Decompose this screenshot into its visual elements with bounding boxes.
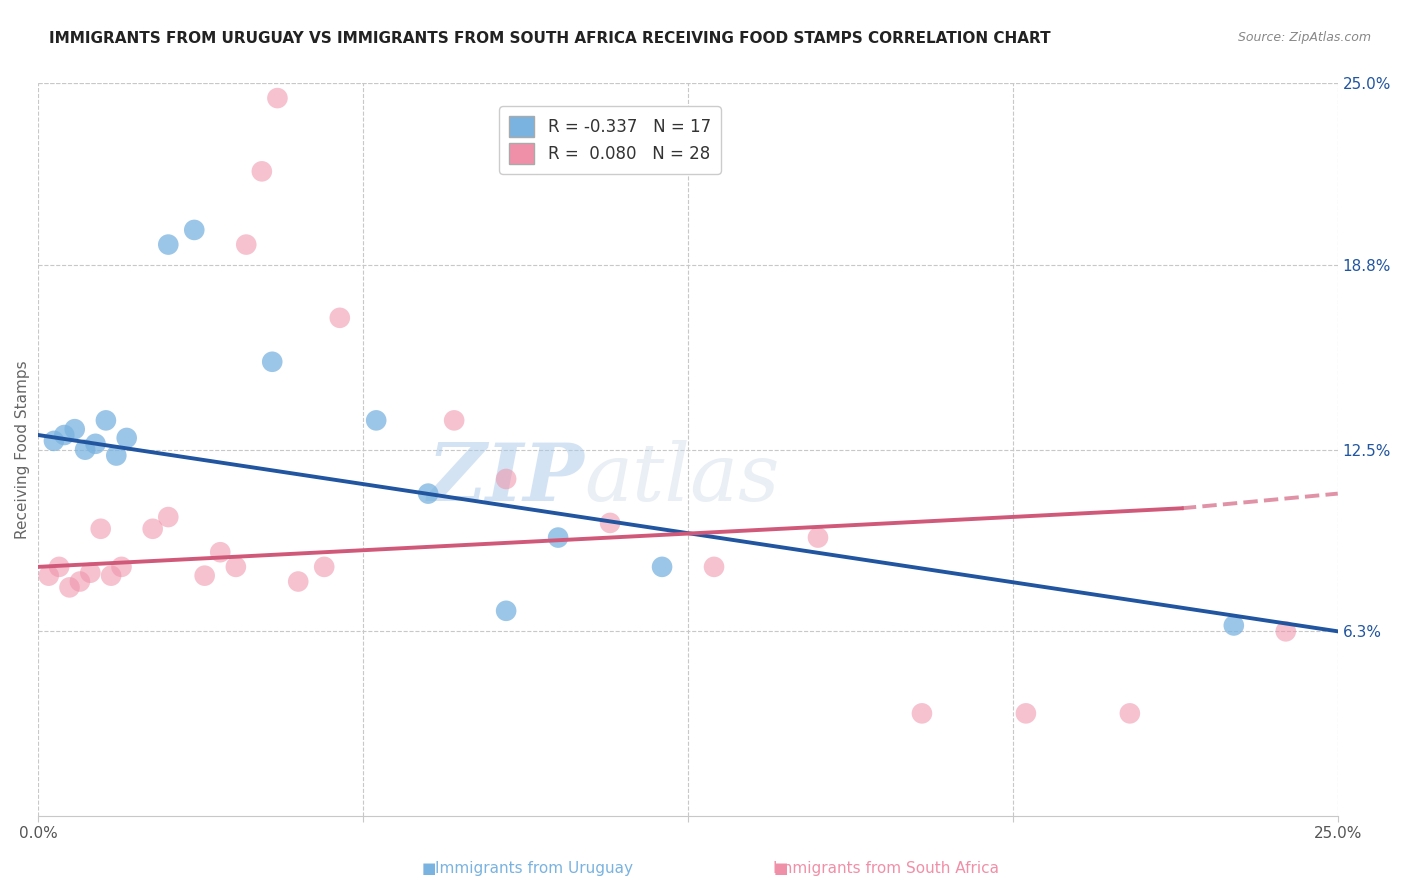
Y-axis label: Receiving Food Stamps: Receiving Food Stamps	[15, 360, 30, 539]
Text: ■: ■	[422, 861, 436, 876]
Point	[90, 522, 112, 536]
Point	[287, 574, 309, 589]
Point	[1015, 706, 1038, 721]
Point	[262, 355, 284, 369]
Point	[807, 531, 830, 545]
Point	[84, 437, 107, 451]
Legend: R = -0.337   N = 17, R =  0.080   N = 28: R = -0.337 N = 17, R = 0.080 N = 28	[499, 106, 721, 174]
Point	[209, 545, 232, 559]
Point	[1274, 624, 1296, 639]
Point	[599, 516, 621, 530]
Text: Immigrants from South Africa: Immigrants from South Africa	[773, 861, 998, 876]
Point	[110, 559, 132, 574]
Point	[194, 568, 217, 582]
Point	[329, 310, 352, 325]
Point	[142, 522, 165, 536]
Point	[63, 422, 86, 436]
Point	[53, 428, 76, 442]
Text: atlas: atlas	[583, 441, 779, 517]
Point	[115, 431, 138, 445]
Point	[48, 559, 70, 574]
Point	[911, 706, 934, 721]
Point	[100, 568, 122, 582]
Point	[225, 559, 247, 574]
Point	[651, 559, 673, 574]
Point	[69, 574, 91, 589]
Point	[94, 413, 117, 427]
Point	[703, 559, 725, 574]
Point	[183, 223, 205, 237]
Point	[443, 413, 465, 427]
Point	[157, 510, 180, 524]
Point	[250, 164, 273, 178]
Point	[58, 580, 80, 594]
Text: ■: ■	[773, 861, 787, 876]
Point	[366, 413, 388, 427]
Point	[157, 237, 180, 252]
Point	[495, 604, 517, 618]
Point	[1223, 618, 1246, 632]
Text: Immigrants from Uruguay: Immigrants from Uruguay	[436, 861, 633, 876]
Point	[418, 486, 440, 500]
Point	[75, 442, 97, 457]
Point	[1119, 706, 1142, 721]
Point	[547, 531, 569, 545]
Point	[235, 237, 257, 252]
Point	[79, 566, 101, 580]
Point	[105, 449, 128, 463]
Point	[42, 434, 65, 448]
Point	[266, 91, 288, 105]
Text: IMMIGRANTS FROM URUGUAY VS IMMIGRANTS FROM SOUTH AFRICA RECEIVING FOOD STAMPS CO: IMMIGRANTS FROM URUGUAY VS IMMIGRANTS FR…	[49, 31, 1050, 46]
Point	[314, 559, 336, 574]
Point	[38, 568, 60, 582]
Text: ZIP: ZIP	[427, 441, 583, 517]
Text: Source: ZipAtlas.com: Source: ZipAtlas.com	[1237, 31, 1371, 45]
Point	[495, 472, 517, 486]
